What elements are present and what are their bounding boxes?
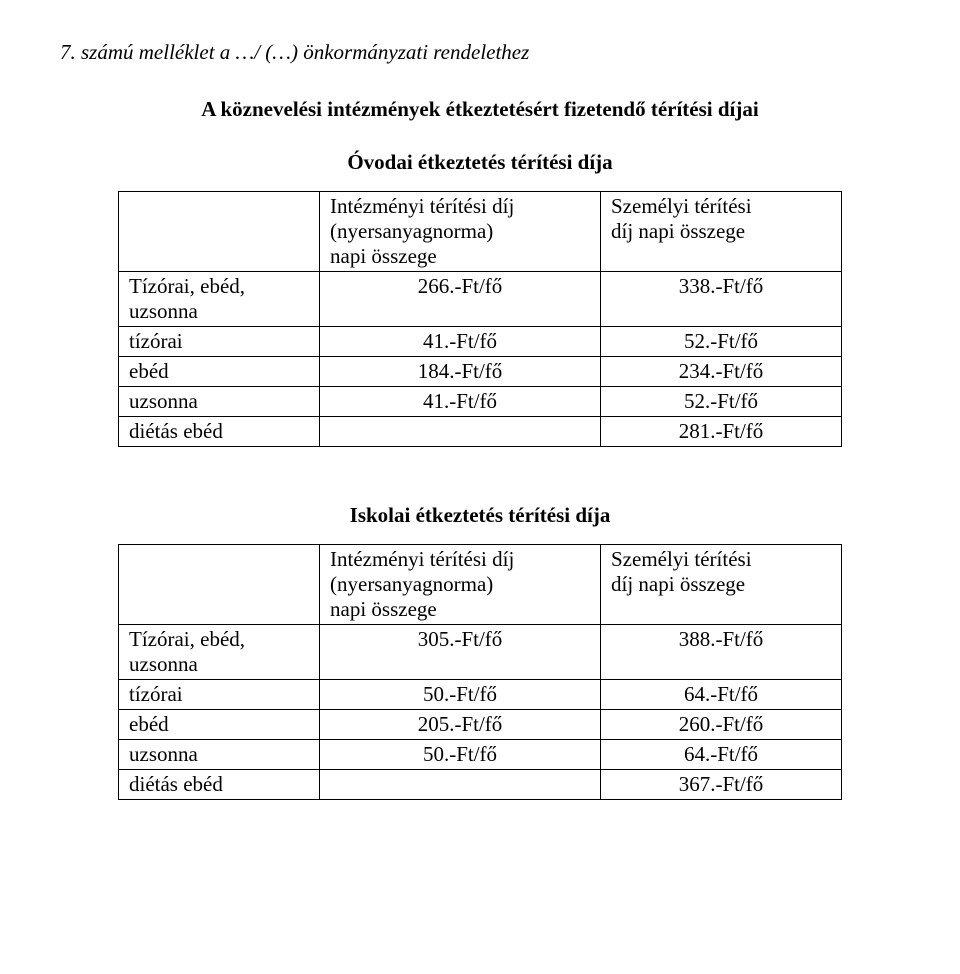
header-empty-cell [119, 192, 320, 272]
header-pers-l1: Személyi térítési [611, 194, 752, 218]
header-empty-cell [119, 545, 320, 625]
row-label-cell: tízórai [119, 327, 320, 357]
row-pers-cell: 52.-Ft/fő [601, 387, 842, 417]
header-inst-l3: napi összege [330, 597, 437, 621]
row-inst-cell [320, 417, 601, 447]
ovodai-table: Intézményi térítési díj (nyersanyagnorma… [118, 191, 842, 447]
header-pers-l2: díj napi összege [611, 572, 745, 596]
table-row: tízórai 50.-Ft/fő 64.-Ft/fő [119, 680, 842, 710]
header-pers-l1: Személyi térítési [611, 547, 752, 571]
header-pers-cell: Személyi térítési díj napi összege [601, 192, 842, 272]
main-heading: A köznevelési intézmények étkeztetésért … [60, 97, 900, 122]
table-row: ebéd 205.-Ft/fő 260.-Ft/fő [119, 710, 842, 740]
row-inst-cell: 205.-Ft/fő [320, 710, 601, 740]
row-label-cell: Tízórai, ebéd, uzsonna [119, 272, 320, 327]
row-label-cell: uzsonna [119, 387, 320, 417]
table-row: tízórai 41.-Ft/fő 52.-Ft/fő [119, 327, 842, 357]
table-row: Tízórai, ebéd, uzsonna 266.-Ft/fő 338.-F… [119, 272, 842, 327]
row-pers-cell: 52.-Ft/fő [601, 327, 842, 357]
table-row: uzsonna 41.-Ft/fő 52.-Ft/fő [119, 387, 842, 417]
row-label-l2: uzsonna [129, 652, 198, 676]
header-inst-cell: Intézményi térítési díj (nyersanyagnorma… [320, 192, 601, 272]
row-inst-cell: 41.-Ft/fő [320, 387, 601, 417]
table-row: ebéd 184.-Ft/fő 234.-Ft/fő [119, 357, 842, 387]
row-inst-cell: 305.-Ft/fő [320, 625, 601, 680]
row-label-cell: uzsonna [119, 740, 320, 770]
header-inst-l1: Intézményi térítési díj [330, 194, 514, 218]
section1-heading: Óvodai étkeztetés térítési díja [60, 150, 900, 175]
header-inst-l2: (nyersanyagnorma) [330, 219, 493, 243]
table-row: diétás ebéd 367.-Ft/fő [119, 770, 842, 800]
header-inst-l1: Intézményi térítési díj [330, 547, 514, 571]
row-inst-cell: 41.-Ft/fő [320, 327, 601, 357]
row-label-l1: Tízórai, ebéd, [129, 627, 245, 651]
attachment-line: 7. számú melléklet a …/ (…) önkormányzat… [60, 40, 900, 65]
header-pers-cell: Személyi térítési díj napi összege [601, 545, 842, 625]
table-row: uzsonna 50.-Ft/fő 64.-Ft/fő [119, 740, 842, 770]
row-label-cell: diétás ebéd [119, 770, 320, 800]
header-inst-l2: (nyersanyagnorma) [330, 572, 493, 596]
row-label-cell: tízórai [119, 680, 320, 710]
header-pers-l2: díj napi összege [611, 219, 745, 243]
row-label-l2: uzsonna [129, 299, 198, 323]
row-inst-cell: 50.-Ft/fő [320, 740, 601, 770]
row-pers-cell: 338.-Ft/fő [601, 272, 842, 327]
row-label-cell: diétás ebéd [119, 417, 320, 447]
row-label-cell: Tízórai, ebéd, uzsonna [119, 625, 320, 680]
row-pers-cell: 260.-Ft/fő [601, 710, 842, 740]
row-pers-cell: 64.-Ft/fő [601, 680, 842, 710]
iskolai-table: Intézményi térítési díj (nyersanyagnorma… [118, 544, 842, 800]
header-inst-l3: napi összege [330, 244, 437, 268]
table-row: Tízórai, ebéd, uzsonna 305.-Ft/fő 388.-F… [119, 625, 842, 680]
row-inst-cell: 184.-Ft/fő [320, 357, 601, 387]
row-pers-cell: 64.-Ft/fő [601, 740, 842, 770]
row-label-l1: Tízórai, ebéd, [129, 274, 245, 298]
row-inst-cell: 266.-Ft/fő [320, 272, 601, 327]
header-inst-cell: Intézményi térítési díj (nyersanyagnorma… [320, 545, 601, 625]
table-row: diétás ebéd 281.-Ft/fő [119, 417, 842, 447]
row-pers-cell: 388.-Ft/fő [601, 625, 842, 680]
row-label-cell: ebéd [119, 357, 320, 387]
row-pers-cell: 367.-Ft/fő [601, 770, 842, 800]
section2-heading: Iskolai étkeztetés térítési díja [60, 503, 900, 528]
row-inst-cell: 50.-Ft/fő [320, 680, 601, 710]
table-header-row: Intézményi térítési díj (nyersanyagnorma… [119, 545, 842, 625]
row-inst-cell [320, 770, 601, 800]
row-pers-cell: 281.-Ft/fő [601, 417, 842, 447]
row-label-cell: ebéd [119, 710, 320, 740]
table-header-row: Intézményi térítési díj (nyersanyagnorma… [119, 192, 842, 272]
row-pers-cell: 234.-Ft/fő [601, 357, 842, 387]
